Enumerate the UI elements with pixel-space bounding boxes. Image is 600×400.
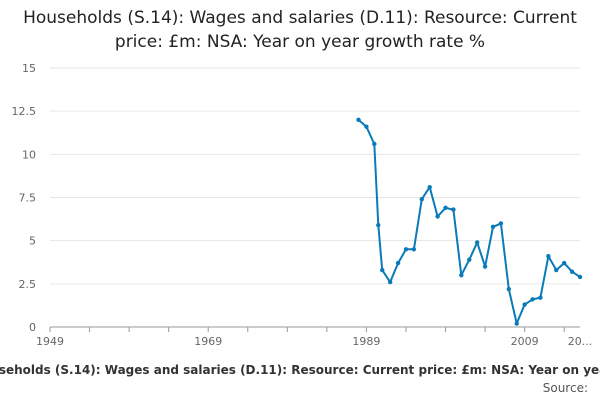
data-point	[530, 297, 535, 302]
data-point	[498, 221, 504, 226]
data-point	[411, 247, 417, 252]
data-point	[538, 295, 543, 300]
data-point	[451, 207, 456, 212]
source-label: Source:	[542, 381, 588, 395]
data-point	[356, 117, 361, 123]
y-tick-label: 15	[22, 62, 36, 75]
y-tick-label: 0	[29, 321, 36, 334]
data-point	[474, 240, 480, 245]
y-tick-label: 12.5	[12, 105, 37, 118]
data-point	[554, 267, 559, 273]
data-point	[443, 205, 448, 211]
x-tick-label: 1969	[194, 335, 222, 348]
data-point	[561, 260, 567, 266]
x-tick-label: 20...	[568, 335, 593, 348]
data-point	[427, 184, 432, 190]
y-tick-label: 7.5	[19, 192, 37, 205]
x-tick-label: 1989	[352, 335, 380, 348]
data-point	[364, 124, 369, 129]
data-point	[490, 224, 496, 230]
data-point	[522, 302, 527, 307]
y-tick-label: 10	[22, 148, 36, 161]
legend: Households (S.14): Wages and salaries (D…	[0, 363, 600, 377]
data-point	[577, 274, 583, 280]
chart-title: Households (S.14): Wages and salaries (D…	[23, 8, 577, 52]
data-point	[467, 257, 472, 262]
y-tick-label: 5	[29, 235, 36, 248]
data-point	[376, 222, 381, 228]
x-tick-label: 2009	[511, 335, 539, 348]
data-point	[506, 286, 512, 292]
data-point	[395, 260, 401, 266]
data-point	[435, 214, 440, 219]
data-point	[380, 267, 385, 273]
data-point	[546, 254, 551, 259]
x-tick-label: 1949	[36, 335, 64, 348]
data-point	[403, 247, 409, 252]
data-point	[387, 279, 393, 285]
data-point	[419, 197, 424, 202]
data-point	[482, 264, 488, 269]
series-line	[357, 119, 581, 325]
data-point	[372, 141, 377, 147]
data-point	[459, 273, 464, 278]
data-point	[514, 321, 519, 326]
y-tick-label: 2.5	[19, 278, 37, 291]
legend-series-name: Households (S.14): Wages and salaries (D…	[0, 363, 600, 377]
data-point	[569, 269, 575, 274]
